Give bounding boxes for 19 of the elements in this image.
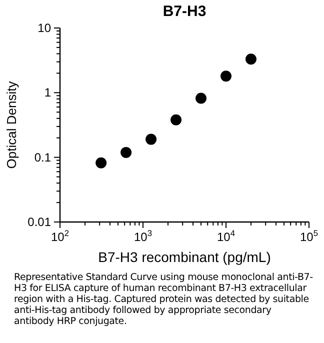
x-tick-label: 10$^{2}$ — [50, 228, 70, 244]
y-tick-label: 0.1 — [34, 150, 52, 164]
point — [146, 134, 157, 145]
y-tick-label: 1 — [44, 86, 52, 100]
x-tick-label: 10$^{3}$ — [134, 228, 152, 244]
point — [220, 70, 232, 82]
text: Representative Standard Curve using mouse monoclonal anti-B7-H3 for ELISA capture of human recombinant B7-H3 extracellular region with a His-tag. Captured protein was detected by suitable anti-His-tag antibody followed by appropriate secondary antibody HRP conjugate. — [13, 271, 314, 327]
point — [120, 146, 132, 158]
chart-title: B7-H3 — [162, 3, 206, 20]
y-tick-label: 0.01 — [28, 215, 52, 229]
point — [245, 54, 256, 65]
point — [96, 157, 107, 168]
x-axis-title: B7-H3 recombinant (pg/mL) — [98, 249, 271, 265]
y-axis-title: Optical Density — [4, 80, 19, 169]
point — [170, 114, 182, 126]
y-tick-label: 10 — [38, 21, 52, 35]
x-tick-label: 10$^{4}$ — [216, 228, 236, 244]
x-tick-label: 10$^{5}$ — [300, 228, 318, 244]
point — [196, 92, 207, 104]
